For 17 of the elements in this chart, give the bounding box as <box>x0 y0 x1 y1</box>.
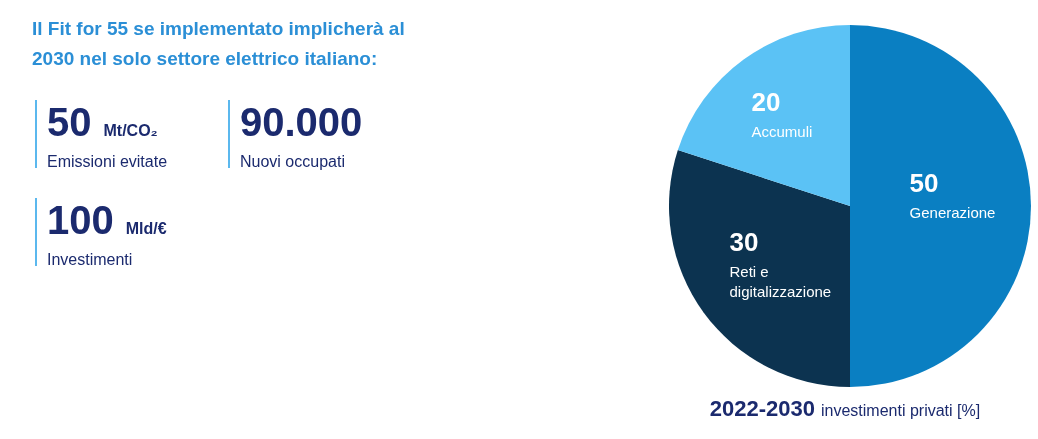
slice-label: Reti e digitalizzazione <box>729 262 832 300</box>
text: 90.000 <box>240 100 363 144</box>
text: 100 Mld/€ <box>47 198 167 242</box>
data-label: 30 <box>729 226 759 257</box>
text: 50 Mt/CO₂ <box>47 100 158 144</box>
slice-label: Accumuli <box>751 123 813 141</box>
category-label: Nuovi occupati <box>240 153 346 171</box>
category-label: Investimenti <box>47 251 134 269</box>
pie-slice <box>850 25 1031 387</box>
text: Il Fit for 55 se implementato implicherà al 2030 nel solo settore elettrico italiano: <box>32 17 406 71</box>
data-label: 20 <box>751 87 781 118</box>
category-label: Emissioni evitate <box>47 153 168 171</box>
data-label: 50 <box>909 168 939 198</box>
pie-slice <box>677 25 850 206</box>
pie-slice <box>669 150 850 387</box>
slice-label: Generazione <box>909 204 996 221</box>
text: 2022-2030 investimenti privati [%] <box>709 396 981 421</box>
